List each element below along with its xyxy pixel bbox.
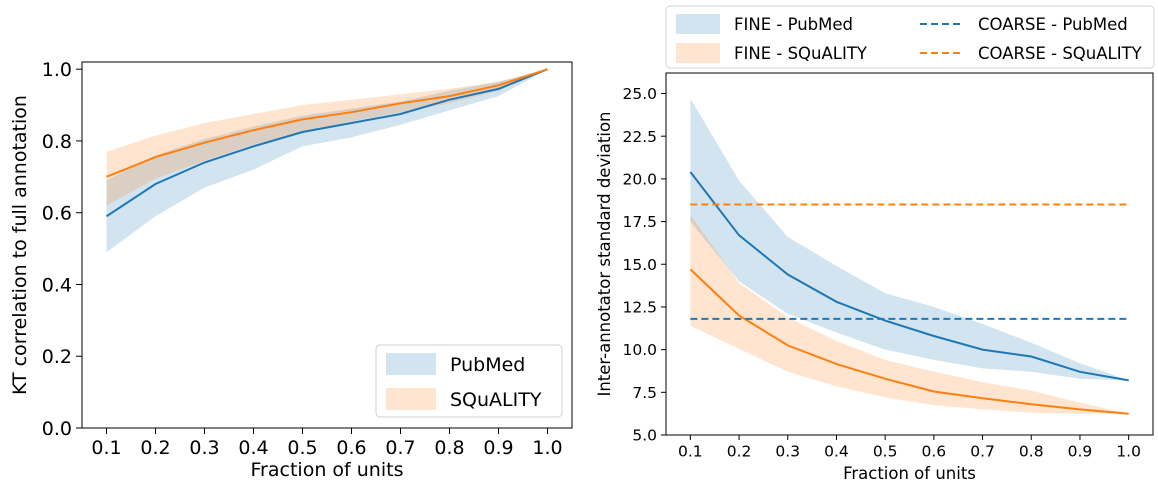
x-tick-label: 0.3 [189,437,219,459]
x-tick-label: 0.4 [824,443,849,461]
x-tick-label: 0.8 [434,437,464,459]
plot-frame [665,72,1154,436]
x-tick-label: 0.3 [775,443,800,461]
x-tick-label: 0.5 [287,437,317,459]
x-tick-label: 0.5 [873,443,898,461]
series-line-0 [105,68,548,218]
legend-item: COARSE - PubMed [920,15,1128,34]
legend-item: FINE - PubMed [676,14,853,34]
y-tick-label: 1.0 [42,59,72,81]
legend-box [665,5,1155,69]
legend-label: COARSE - SQuALITY [978,44,1143,63]
y-tick-label: 0.2 [42,346,72,368]
x-tick-label: 0.2 [727,443,752,461]
y-tick-label: 20.0 [622,170,657,188]
legend: FINE - PubMed FINE - SQuALITY COARSE - Pub… [665,5,1155,69]
right-chart: 0.1 0.2 0.3 0.4 0.5 0.6 0.7 0.8 0.9 1.0 5.0 7.5 10.0… [595,5,1155,483]
y-tick-label: 0.0 [42,418,72,440]
series-line-1 [106,68,548,178]
legend-swatch [676,43,720,63]
legend-item: PubMed [386,353,525,376]
x-tick-label: 0.8 [1019,443,1044,461]
x-tick-label: 1.0 [532,437,562,459]
legend-item: SQuALITY [386,388,542,411]
legend-label: COARSE - PubMed [978,15,1128,34]
legend-swatch [386,353,436,375]
y-tick-label: 10.0 [622,341,657,359]
y-tick-label: 0.6 [42,203,72,225]
legend-swatch [676,14,720,34]
legend-item: FINE - SQuALITY [676,43,868,63]
y-tick-label: 15.0 [622,256,657,274]
y-tick-label: 7.5 [632,384,657,402]
x-tick-label: 0.9 [483,437,513,459]
x-tick-label: 0.6 [922,443,947,461]
legend-item: COARSE - SQuALITY [920,44,1143,63]
x-axis-label: Fraction of units [251,459,404,481]
x-tick-label: 1.0 [1116,443,1141,461]
left-chart: 0.1 0.2 0.3 0.4 0.5 0.6 0.7 0.8 0.9 1.0 0.0 0.2 0.4 0… [9,59,573,481]
y-tick-label: 25.0 [622,85,657,103]
legend-label: SQuALITY [450,389,542,411]
y-tick-label: 17.5 [622,213,657,231]
band-0 [690,98,1129,381]
series-line-0 [689,171,1129,382]
y-tick-label: 0.8 [42,131,72,153]
legend-label: PubMed [450,354,525,376]
y-axis-label: Inter-annotator standard deviation [595,111,614,396]
band-1 [690,214,1129,414]
x-tick-label: 0.7 [970,443,995,461]
x-tick-label: 0.7 [385,437,415,459]
legend-swatch [386,388,436,410]
y-tick-label: 5.0 [632,427,657,445]
y-tick-label: 0.4 [42,274,72,296]
x-tick-label: 0.9 [1068,443,1093,461]
x-tick-label: 0.1 [678,443,703,461]
legend-box [375,344,563,418]
series-line-1 [689,268,1129,415]
x-axis-label: Fraction of units [843,464,976,483]
y-tick-label: 12.5 [622,299,657,317]
legend-label: FINE - PubMed [734,15,853,34]
x-tick-label: 0.2 [140,437,170,459]
x-tick-label: 0.1 [91,437,121,459]
x-tick-label: 0.4 [238,437,268,459]
legend-label: FINE - SQuALITY [734,44,868,63]
x-tick-label: 0.6 [336,437,366,459]
legend: PubMed SQuALITY [375,344,563,418]
y-tick-label: 22.5 [622,128,657,146]
plot-frame [81,61,573,429]
y-axis-label: KT correlation to full annotation [9,95,31,395]
